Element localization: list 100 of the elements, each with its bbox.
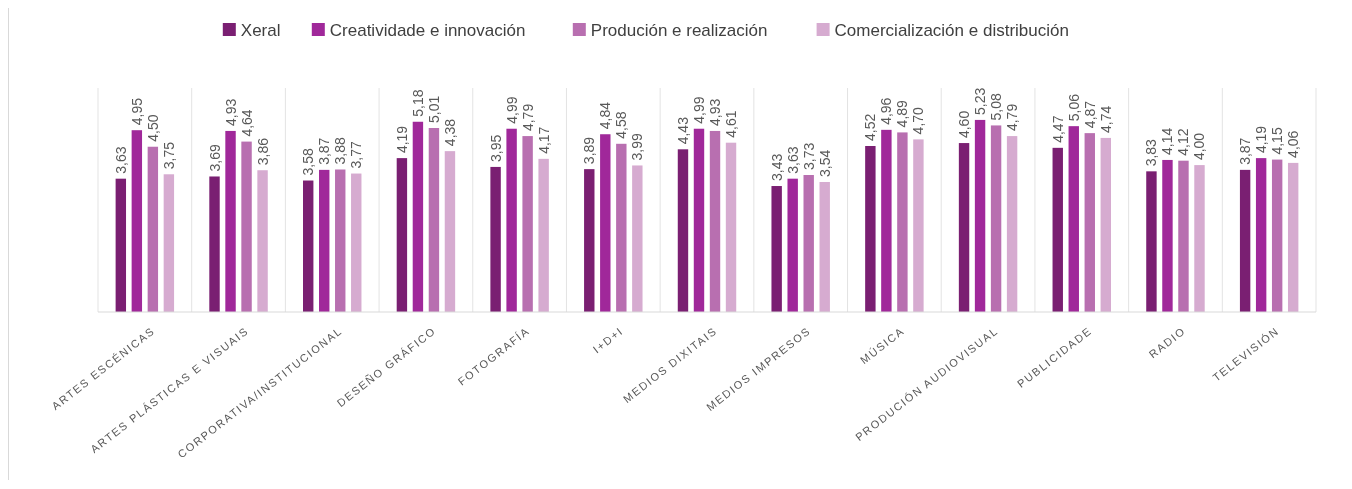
- data-label: 4,84: [597, 101, 614, 130]
- legend-label: Produción e realización: [590, 21, 768, 40]
- data-label: 4,96: [878, 97, 895, 125]
- data-label: 4,38: [441, 118, 458, 147]
- data-label: 3,88: [332, 137, 349, 165]
- data-label: 4,61: [723, 110, 740, 138]
- data-label: 4,64: [238, 109, 255, 137]
- bar: [865, 146, 876, 312]
- bar: [335, 169, 346, 312]
- data-label: 4,70: [910, 106, 927, 135]
- data-label: 4,47: [1049, 115, 1066, 143]
- bar: [616, 143, 627, 312]
- data-label: 4,99: [690, 96, 707, 124]
- bar: [1239, 169, 1251, 312]
- bar: [444, 151, 456, 312]
- data-label: 3,54: [816, 149, 833, 177]
- bar: [506, 128, 517, 312]
- bar: [351, 173, 362, 312]
- data-label: 3,63: [112, 146, 129, 174]
- bar: [881, 129, 892, 312]
- bar: [1146, 171, 1157, 312]
- bar: [225, 130, 236, 312]
- bar: [1084, 133, 1095, 312]
- bar: [600, 134, 611, 312]
- bar: [163, 174, 175, 312]
- data-label: 5,08: [988, 92, 1005, 121]
- bar: [1068, 126, 1079, 312]
- data-label: 4,43: [674, 116, 691, 145]
- bar: [958, 143, 970, 312]
- data-label: 4,74: [1097, 105, 1114, 133]
- data-label: 3,83: [1143, 138, 1160, 167]
- data-label: 4,50: [144, 114, 161, 142]
- bar: [396, 158, 408, 312]
- data-label: 4,79: [1004, 103, 1021, 132]
- bar: [1052, 147, 1063, 312]
- bar: [1194, 165, 1205, 312]
- data-label: 3,73: [800, 142, 817, 171]
- bar: [412, 121, 424, 312]
- data-label: 4,89: [894, 99, 911, 128]
- data-label: 4,14: [1159, 127, 1176, 155]
- data-label: 4,52: [862, 113, 879, 141]
- data-label: 4,93: [222, 98, 239, 126]
- bar: [1271, 159, 1283, 312]
- bar: [974, 119, 986, 312]
- bar: [209, 176, 220, 312]
- legend-label: Creatividade e innovación: [329, 21, 526, 40]
- bar: [303, 180, 314, 312]
- data-label: 4,17: [535, 126, 552, 154]
- bar: [1100, 137, 1111, 312]
- data-label: 4,12: [1175, 128, 1192, 156]
- bar: [803, 175, 814, 312]
- data-label: 3,95: [487, 134, 504, 162]
- bar: [241, 141, 252, 312]
- bar: [787, 178, 798, 312]
- data-label: 4,19: [393, 125, 410, 154]
- data-label: 3,77: [348, 141, 365, 169]
- data-label: 4,87: [1081, 100, 1098, 129]
- data-label: 4,15: [1269, 127, 1286, 155]
- data-label: 4,93: [707, 98, 724, 126]
- bar: [1162, 159, 1173, 312]
- data-label: 4,60: [956, 110, 973, 139]
- bar: [819, 181, 830, 312]
- bar: [490, 166, 501, 312]
- bar: [115, 178, 127, 312]
- bar: [257, 170, 268, 312]
- data-label: 3,63: [784, 146, 801, 174]
- data-label: 3,87: [316, 137, 333, 165]
- data-label: 3,89: [581, 136, 598, 165]
- bar: [131, 130, 143, 312]
- bar: [1255, 158, 1267, 312]
- data-label: 5,23: [972, 87, 989, 115]
- bar: [428, 128, 440, 312]
- bar: [1178, 160, 1189, 312]
- data-label: 3,58: [300, 148, 317, 176]
- data-label: 4,99: [503, 96, 520, 124]
- data-label: 4,19: [1253, 125, 1270, 154]
- bar: [990, 125, 1002, 312]
- data-label: 5,01: [425, 95, 442, 123]
- bar: [522, 136, 533, 312]
- legend-label: Xeral: [240, 21, 281, 40]
- data-label: 4,06: [1285, 130, 1302, 158]
- bar: [709, 130, 721, 312]
- bar: [1287, 162, 1299, 312]
- bar: [913, 139, 924, 312]
- legend-label: Comercialización e distribución: [834, 21, 1069, 40]
- bar: [897, 132, 908, 312]
- data-label: 4,00: [1191, 132, 1208, 161]
- data-label: 5,06: [1065, 93, 1082, 122]
- data-label: 4,95: [128, 97, 145, 126]
- bar: [725, 142, 737, 312]
- bar: [771, 186, 782, 312]
- data-label: 3,75: [160, 141, 177, 170]
- data-label: 5,18: [409, 89, 426, 117]
- data-label: 4,79: [519, 103, 536, 132]
- bar: [677, 149, 689, 312]
- data-label: 3,43: [768, 153, 785, 182]
- bar: [632, 165, 643, 312]
- bar: [538, 158, 549, 312]
- data-label: 4,58: [613, 111, 630, 139]
- bar: [319, 169, 330, 312]
